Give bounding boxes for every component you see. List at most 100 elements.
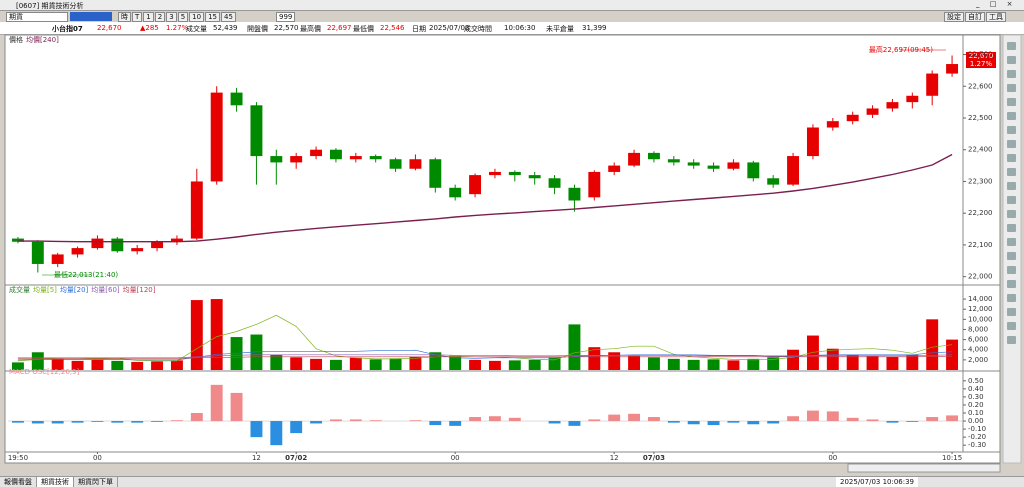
candle-body (866, 108, 879, 115)
bar (667, 358, 680, 370)
period-button[interactable]: 5 (177, 12, 189, 22)
bar (190, 413, 203, 422)
period-button[interactable]: 10 (189, 12, 205, 22)
candle-body (349, 156, 362, 160)
symbol: 小台指07 (52, 25, 83, 33)
window-controls[interactable]: _ □ × (976, 0, 1017, 8)
candle-body (687, 162, 700, 166)
candle-body (250, 105, 263, 157)
bar (151, 361, 164, 370)
side-icon (1007, 336, 1016, 344)
y-tick-label: 10,000 (968, 315, 993, 323)
period-button[interactable]: T (132, 12, 143, 22)
bar (389, 358, 402, 370)
annotation: 最高22,697(09:45) (869, 45, 933, 54)
tool-button[interactable]: 自訂 (965, 12, 985, 22)
bar (608, 352, 621, 370)
bar (488, 360, 501, 370)
y-tick-label: 0.30 (968, 393, 984, 401)
bar (151, 421, 164, 422)
period-button[interactable]: 2 (154, 12, 166, 22)
candle-body (767, 178, 780, 185)
candle-body (667, 159, 680, 163)
side-icon (1007, 308, 1016, 316)
candle-body (71, 248, 84, 255)
period-button[interactable]: 45 (221, 12, 236, 22)
line (17, 354, 953, 359)
candle-body (628, 152, 641, 166)
tab[interactable]: 期貨閃下單 (74, 477, 118, 487)
bar (369, 359, 382, 370)
candle-body (528, 175, 541, 179)
title-bar: [0607] 期貨技術分析 _ □ × (0, 0, 1024, 11)
bar (707, 359, 720, 370)
tool-button[interactable]: 設定 (944, 12, 964, 22)
candle-body (329, 149, 342, 160)
bottom-tabs: 報價看盤 期貨技術 期貨閃下單 2025/07/03 10:06:39 (0, 476, 1024, 487)
bar (290, 421, 303, 434)
bar (846, 417, 859, 422)
candle-body (190, 181, 203, 239)
period-button[interactable]: 1 (143, 12, 154, 22)
side-icon (1007, 168, 1016, 176)
quote-label: 最低價 (353, 25, 374, 33)
symbol-input[interactable] (70, 12, 112, 21)
count-input[interactable]: 999 (276, 12, 296, 22)
candle-body (727, 162, 740, 169)
quote-value: 22,697 (327, 24, 352, 32)
side-icon (1007, 126, 1016, 134)
bar (866, 355, 879, 370)
bar (270, 354, 283, 370)
bar (926, 319, 939, 370)
bar (190, 300, 203, 370)
bar (250, 334, 263, 370)
scrollbar[interactable] (847, 463, 1001, 473)
price-tag-pct: 1.27% (970, 60, 993, 68)
quote-label: 日期 (412, 25, 426, 33)
bar (886, 356, 899, 370)
candle-body (369, 156, 382, 160)
candle-body (31, 241, 44, 264)
y-tick-label: 0.50 (968, 377, 984, 385)
candle-body (488, 171, 501, 176)
bar (349, 419, 362, 422)
bar (329, 359, 342, 370)
y-tick-label: 14,000 (968, 295, 993, 303)
tool-button[interactable]: 工具 (986, 12, 1006, 22)
bar (250, 421, 263, 438)
candle-body (926, 73, 939, 96)
market-select[interactable]: 期貨 (6, 12, 68, 22)
bar (826, 348, 839, 370)
bar (787, 416, 800, 422)
bar (429, 352, 442, 370)
period-button[interactable]: 15 (205, 12, 220, 22)
y-tick-label: 0.10 (968, 409, 984, 417)
y-tick-label: 22,200 (968, 209, 993, 217)
bar (667, 421, 680, 423)
quote-value: 52,439 (213, 24, 238, 32)
period-button[interactable]: 時 (118, 12, 131, 22)
bar (548, 357, 561, 370)
bar (647, 417, 660, 422)
x-tick-label: 00 (93, 454, 102, 462)
period-button[interactable]: 3 (166, 12, 177, 22)
y-tick-label: 4,000 (968, 346, 988, 354)
y-tick-label: 22,100 (968, 241, 993, 249)
bar (329, 419, 342, 422)
window-title: [0607] 期貨技術分析 (16, 2, 84, 10)
tab[interactable]: 期貨技術 (37, 477, 74, 487)
candle-body (469, 175, 482, 195)
y-tick-label: 8,000 (968, 325, 988, 333)
bar (71, 421, 84, 423)
toolbar: 期貨 時 T 1 2 3 5 10 15 45 999 設定 自訂 工具 (0, 11, 1024, 22)
bar (31, 352, 44, 370)
candle-body (230, 92, 243, 106)
bar (91, 359, 104, 370)
candle-body (886, 102, 899, 109)
candle-body (588, 171, 601, 198)
quote-bar: 小台指07 22,670 ▲285 1.27% 成交量 52,439 開盤價 22,5… (0, 22, 1024, 35)
y-tick-label: 0.40 (968, 385, 984, 393)
tab[interactable]: 報價看盤 (0, 477, 37, 487)
side-icon (1007, 196, 1016, 204)
